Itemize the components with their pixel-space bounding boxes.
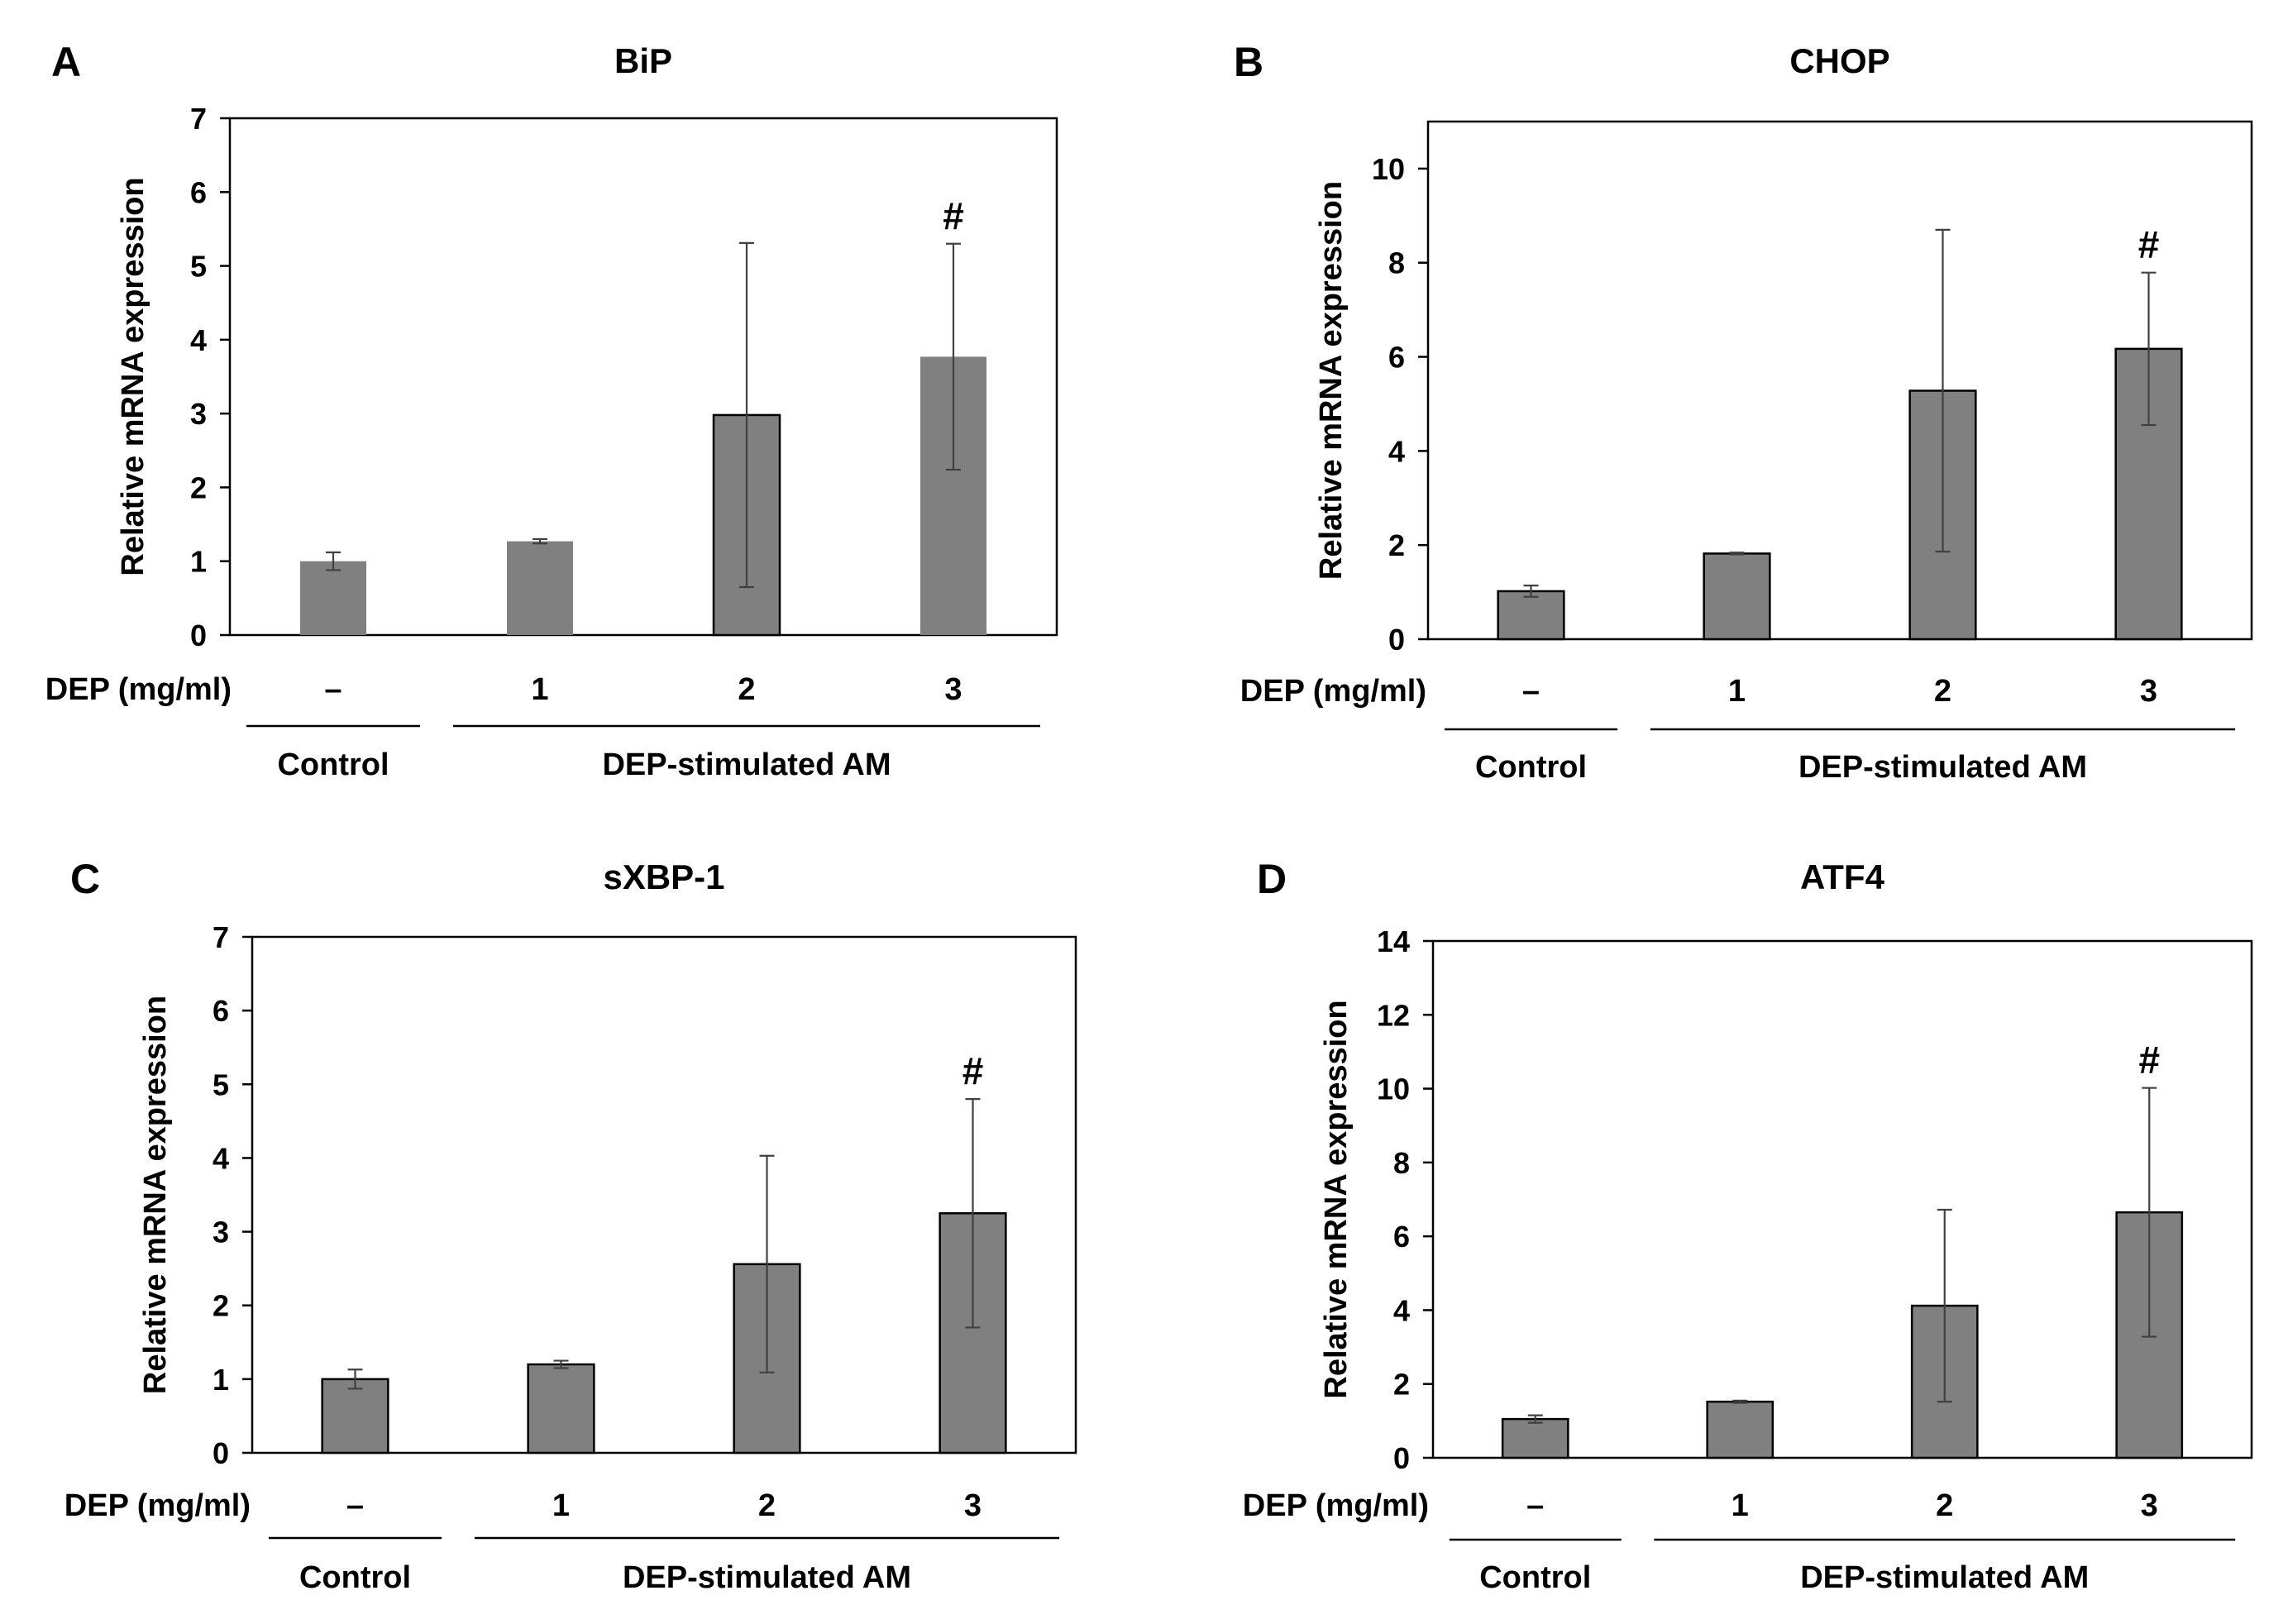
group-label: DEP-stimulated AM <box>602 748 891 782</box>
y-tick-label: 6 <box>1393 1220 1410 1254</box>
dose-label: – <box>1526 1488 1544 1523</box>
bar <box>1703 552 1771 641</box>
y-tick-label: 8 <box>1393 1146 1410 1180</box>
plot-frame <box>1431 939 2253 1459</box>
y-tick-label: 4 <box>1388 434 1405 468</box>
row-label: DEP (mg/ml) <box>1240 674 1426 709</box>
significance-mark: # <box>2138 1039 2160 1082</box>
row-label: DEP (mg/ml) <box>45 672 232 707</box>
row-label: DEP (mg/ml) <box>1243 1488 1429 1523</box>
dose-label: 3 <box>944 672 962 707</box>
dose-label: – <box>1522 674 1540 709</box>
y-tick-label: 7 <box>213 920 229 954</box>
dose-label: – <box>346 1488 364 1523</box>
plot-frame <box>251 935 1077 1454</box>
dose-label: 1 <box>1728 674 1746 709</box>
y-tick-label: 10 <box>1372 152 1405 186</box>
y-tick-label: 2 <box>190 470 207 504</box>
y-tick-label: 1 <box>213 1363 229 1397</box>
y-tick-label: 0 <box>213 1436 229 1470</box>
y-tick-label: 5 <box>190 250 207 284</box>
bar <box>527 1363 595 1454</box>
group-label: Control <box>1479 1560 1591 1595</box>
row-label: DEP (mg/ml) <box>64 1488 251 1523</box>
y-tick-label: 2 <box>1393 1368 1410 1402</box>
significance-mark: # <box>962 1049 984 1092</box>
chart-title: ATF4 <box>1800 857 1885 896</box>
significance-mark: # <box>2138 223 2160 266</box>
dose-label: 2 <box>1936 1488 1953 1523</box>
bar <box>1497 590 1565 641</box>
bar <box>300 561 366 635</box>
bar <box>321 1378 389 1454</box>
y-tick-label: 0 <box>1388 623 1405 657</box>
y-tick-label: 6 <box>213 994 229 1028</box>
y-axis-label: Relative mRNA expression <box>1314 181 1349 580</box>
dose-label: – <box>324 672 342 707</box>
panel-letter: B <box>1234 39 1263 85</box>
dose-label: 3 <box>964 1488 982 1523</box>
y-tick-label: 6 <box>190 175 207 209</box>
panel-letter: C <box>70 856 100 902</box>
y-tick-label: 6 <box>1388 341 1405 375</box>
panel-letter: A <box>51 39 81 85</box>
y-tick-label: 12 <box>1377 998 1410 1032</box>
group-label: Control <box>299 1560 411 1595</box>
y-tick-label: 8 <box>1388 246 1405 280</box>
y-tick-label: 4 <box>190 323 207 357</box>
plot-frame <box>228 117 1058 637</box>
y-tick-label: 1 <box>190 545 207 579</box>
significance-mark: # <box>943 194 964 237</box>
y-axis-label: Relative mRNA expression <box>1319 1000 1354 1398</box>
y-tick-label: 3 <box>190 397 207 431</box>
dose-label: 1 <box>1732 1488 1749 1523</box>
chart-title: BiP <box>614 41 672 80</box>
y-tick-label: 7 <box>190 102 207 136</box>
y-tick-label: 2 <box>1388 528 1405 562</box>
group-label: DEP-stimulated AM <box>623 1560 911 1595</box>
panel-b: B CHOP 0 2 4 6 8 10 Relative mRNA expression – 1 2 #… <box>1234 39 2253 785</box>
y-tick-label: 14 <box>1377 924 1410 958</box>
dose-label: 2 <box>758 1488 776 1523</box>
group-label: DEP-stimulated AM <box>1800 1560 2089 1595</box>
y-tick-label: 2 <box>213 1289 229 1323</box>
chart-title: CHOP <box>1789 41 1889 80</box>
panel-a: A BiP 0 1 2 3 4 5 6 7 Relative mRNA expression – 1 2 #… <box>45 39 1058 782</box>
group-label: DEP-stimulated AM <box>1798 750 2087 785</box>
dose-label: 1 <box>531 672 548 707</box>
panel-letter: D <box>1257 856 1287 902</box>
y-tick-label: 3 <box>213 1216 229 1249</box>
bar <box>1706 1400 1775 1459</box>
y-tick-label: 5 <box>213 1068 229 1101</box>
group-label: Control <box>277 748 389 782</box>
plot-frame <box>1426 120 2253 641</box>
y-tick-label: 10 <box>1377 1072 1410 1106</box>
y-tick-label: 0 <box>190 619 207 652</box>
dose-label: 3 <box>2140 674 2157 709</box>
y-tick-label: 0 <box>1393 1441 1410 1475</box>
dose-label: 2 <box>738 672 755 707</box>
y-axis-label: Relative mRNA expression <box>116 177 150 576</box>
y-tick-label: 4 <box>1393 1293 1410 1327</box>
dose-label: 2 <box>1934 674 1951 709</box>
bar <box>1501 1417 1569 1459</box>
y-axis-label: Relative mRNA expression <box>138 996 173 1394</box>
group-label: Control <box>1475 750 1587 785</box>
chart-title: sXBP-1 <box>603 857 724 896</box>
bar <box>507 541 573 635</box>
y-tick-label: 4 <box>213 1141 229 1175</box>
dose-label: 3 <box>2141 1488 2158 1523</box>
dose-label: 1 <box>552 1488 570 1523</box>
